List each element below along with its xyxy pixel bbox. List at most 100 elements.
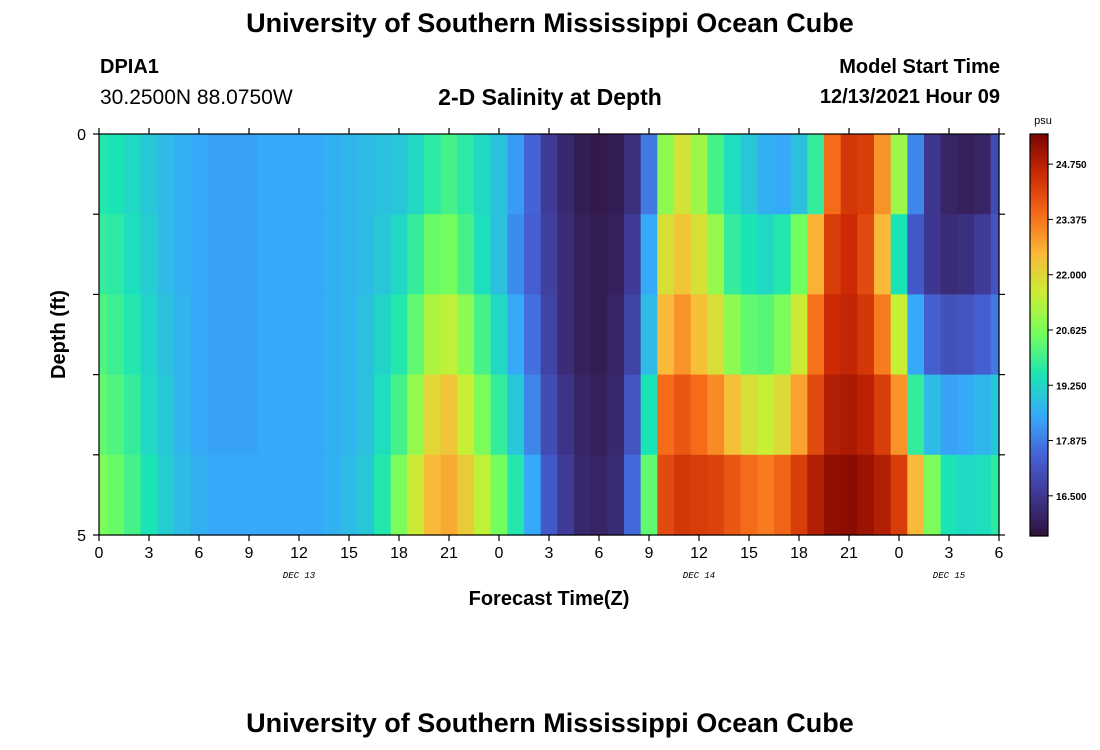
heatmap-cell	[990, 454, 1000, 536]
model-start-label: Model Start Time	[839, 56, 1000, 78]
heatmap-cell	[740, 374, 758, 456]
heatmap-cell	[324, 294, 342, 376]
heatmap-cell	[607, 374, 625, 456]
y-axis-title: Depth (ft)	[48, 290, 70, 379]
station-id: DPIA1	[100, 56, 159, 78]
heatmap-cell	[540, 454, 558, 536]
heatmap-cell	[107, 214, 125, 295]
heatmap-cell	[690, 294, 708, 376]
heatmap-cell	[574, 374, 592, 456]
heatmap-cell	[374, 374, 392, 456]
heatmap-cell	[407, 214, 425, 295]
heatmap-cell	[174, 454, 192, 536]
heatmap-cell	[824, 214, 842, 295]
heatmap-cell	[757, 134, 775, 215]
heatmap-cell	[307, 134, 325, 215]
heatmap-cell	[424, 214, 442, 295]
heatmap-cell	[890, 134, 908, 215]
x-date-label: DEC 13	[283, 571, 316, 581]
x-tick-label: 3	[945, 545, 954, 562]
heatmap-cell	[807, 374, 825, 456]
x-tick-label: 18	[790, 545, 808, 562]
heatmap-cell	[940, 134, 958, 215]
heatmap-cell	[240, 134, 258, 215]
heatmap-cell	[790, 454, 808, 536]
heatmap-cell	[457, 454, 475, 536]
x-axis-title: Forecast Time(Z)	[469, 588, 630, 610]
heatmap-cell	[724, 374, 742, 456]
heatmap-cell	[274, 374, 292, 456]
heatmap-cell	[690, 374, 708, 456]
heatmap-cell	[357, 454, 375, 536]
salinity-heatmap-chart: 0 3 6 9 12 15 18 21 0 3 6 9 12 15 18 21 0 3 6 DEC 13 DEC 14 D…	[48, 115, 1087, 610]
heatmap-cell	[324, 134, 342, 215]
heatmap-cell	[524, 294, 542, 376]
heatmap-cell	[140, 214, 158, 295]
colorbar: 16.500 17.875 19.250 20.625 22.000 23.375 24.7…	[1029, 133, 1087, 537]
heatmap-cell	[374, 134, 392, 215]
x-tick-label: 0	[95, 545, 104, 562]
heatmap-cell	[924, 214, 942, 295]
heatmap-cell	[907, 134, 925, 215]
heatmap-cell	[357, 214, 375, 295]
heatmap-cell	[640, 134, 658, 215]
heatmap-cell	[724, 134, 742, 215]
heatmap-cell	[507, 134, 525, 215]
heatmap-cell	[590, 454, 608, 536]
heatmap-cell	[157, 294, 175, 376]
heatmap-cell	[474, 214, 492, 295]
x-tick-label: 3	[545, 545, 554, 562]
heatmap-cell	[557, 134, 575, 215]
heatmap-cell	[124, 454, 142, 536]
heatmap-cell	[624, 294, 642, 376]
heatmap-cell	[857, 454, 875, 536]
heatmap-cell	[274, 294, 292, 376]
heatmap-cell	[857, 294, 875, 376]
heatmap-cell	[890, 454, 908, 536]
heatmap-cell	[240, 374, 258, 456]
footer-title: University of Southern Mississippi Ocean…	[246, 708, 854, 738]
heatmap-cell	[440, 294, 458, 376]
y-tick-label: 0	[77, 127, 86, 144]
heatmap-cell	[957, 294, 975, 376]
heatmap-cell	[207, 134, 225, 215]
heatmap-cell	[390, 374, 408, 456]
heatmap-cell	[140, 374, 158, 456]
heatmap-cell	[407, 454, 425, 536]
heatmap-cell	[124, 294, 142, 376]
heatmap-cell	[340, 454, 358, 536]
heatmap-cell	[624, 374, 642, 456]
heatmap-cell	[207, 374, 225, 456]
heatmap-cell	[607, 294, 625, 376]
heatmap-cell	[774, 374, 792, 456]
heatmap-cell	[490, 134, 508, 215]
heatmap-cell	[524, 134, 542, 215]
heatmap-cell	[307, 214, 325, 295]
heatmap-cell	[474, 374, 492, 456]
heatmap-cell	[707, 134, 725, 215]
chart-axes: 0 3 6 9 12 15 18 21 0 3 6 9 12 15 18 21 0 3 6 DEC 13 DEC 14 D…	[77, 127, 1005, 581]
heatmap-cell	[924, 374, 942, 456]
heatmap-cell	[290, 134, 308, 215]
heatmap-cell	[990, 294, 1000, 376]
heatmap-cell	[224, 214, 242, 295]
heatmap-cell	[190, 134, 208, 215]
station-coordinates: 30.2500N 88.0750W	[100, 86, 293, 109]
heatmap-cell	[657, 454, 675, 536]
heatmap-cell	[357, 294, 375, 376]
heatmap-cell	[524, 454, 542, 536]
heatmap-cell	[457, 374, 475, 456]
heatmap-cell	[974, 134, 992, 215]
heatmap-cell	[990, 214, 1000, 295]
heatmap-cell	[657, 294, 675, 376]
heatmap-cell	[490, 294, 508, 376]
heatmap-cell	[640, 294, 658, 376]
heatmap-cell	[957, 214, 975, 295]
heatmap-cell	[507, 294, 525, 376]
x-date-label: DEC 15	[933, 571, 966, 581]
heatmap-cell	[974, 374, 992, 456]
heatmap-cell	[874, 294, 892, 376]
heatmap-cell	[290, 374, 308, 456]
heatmap-cell	[190, 374, 208, 456]
model-start-value: 12/13/2021 Hour 09	[819, 86, 1000, 108]
